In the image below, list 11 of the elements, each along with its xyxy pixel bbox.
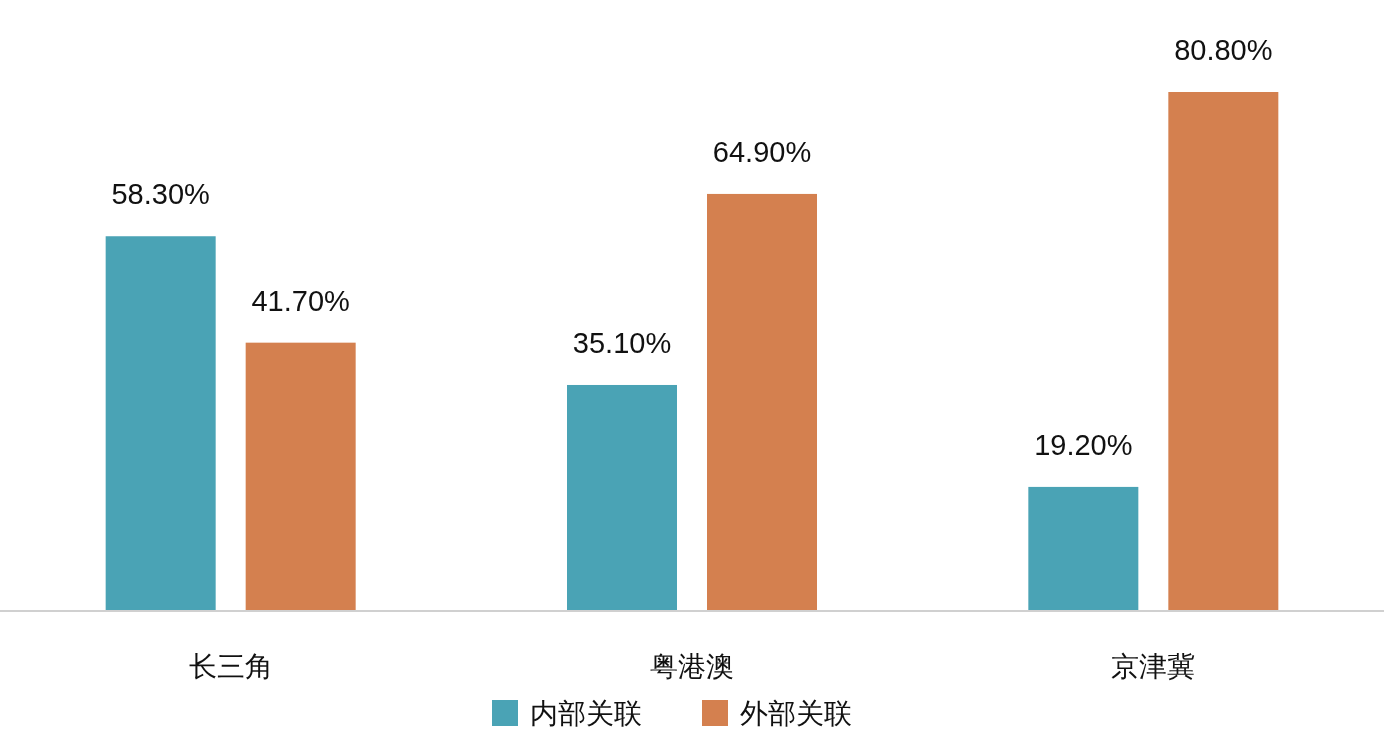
data-label: 19.20% (1034, 428, 1133, 461)
x-tick-label: 京津冀 (1111, 651, 1196, 682)
data-label: 35.10% (572, 326, 672, 359)
legend-label: 外部关联 (740, 698, 852, 729)
data-label: 58.30% (111, 178, 210, 211)
data-label: 80.80% (1174, 34, 1273, 66)
legend-label: 内部关联 (530, 698, 642, 729)
data-label: 64.90% (712, 135, 812, 168)
data-label: 41.70% (251, 284, 350, 317)
x-tick-label: 长三角 (188, 651, 273, 682)
x-tick-label: 粤港澳 (650, 651, 734, 682)
